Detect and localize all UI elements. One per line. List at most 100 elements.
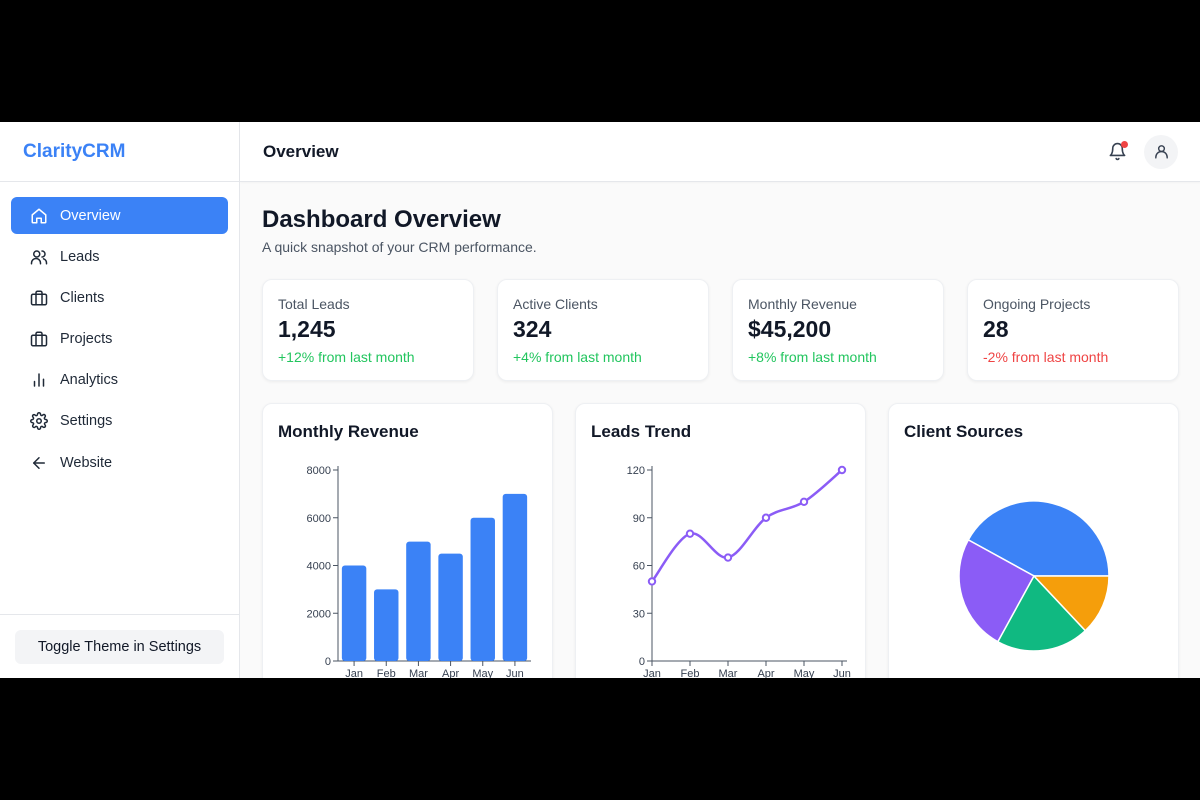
chart-title: Leads Trend bbox=[591, 422, 692, 441]
y-tick-label: 0 bbox=[325, 656, 331, 668]
y-tick-label: 120 bbox=[627, 465, 645, 477]
chart-title: Client Sources bbox=[904, 422, 1024, 441]
leads-line-chart: 0 30 60 90 120 Jan Feb Mar Apr May Jun bbox=[627, 465, 851, 678]
x-tick-label: May bbox=[472, 668, 493, 678]
revenue-bar-chart: 0 2000 4000 6000 8000 Jan Feb Mar Apr May Jun bbox=[307, 465, 531, 678]
page-subtitle: A quick snapshot of your CRM performance… bbox=[262, 239, 537, 255]
x-tick-label: Jun bbox=[506, 668, 524, 678]
stat-value: $45,200 bbox=[748, 316, 832, 342]
sidebar-item-label: Settings bbox=[60, 413, 113, 430]
stat-label: Ongoing Projects bbox=[983, 296, 1091, 312]
data-point bbox=[685, 529, 695, 538]
toggle-theme-button[interactable]: Toggle Theme in Settings bbox=[15, 629, 224, 664]
pie-slice bbox=[967, 500, 1110, 577]
stat-value: 1,245 bbox=[278, 316, 336, 342]
topbar: Overview bbox=[240, 122, 1200, 182]
topbar-actions bbox=[1106, 134, 1178, 169]
revenue-chart-card: Monthly Revenue 0 2000 4000 6000 8000 Jan Feb M… bbox=[262, 403, 553, 678]
pie-slice bbox=[1032, 575, 1110, 632]
bar bbox=[341, 565, 367, 661]
stat-card-active-clients: Active Clients 324 +4% from last month bbox=[497, 279, 709, 381]
user-icon bbox=[1154, 145, 1168, 159]
data-point bbox=[837, 465, 847, 475]
stats-row: Total Leads 1,245 +12% from last month A… bbox=[262, 279, 1179, 381]
sidebar-item-website[interactable]: Website bbox=[11, 444, 228, 481]
user-avatar-button[interactable] bbox=[1144, 134, 1178, 169]
sources-chart-card: Client Sources bbox=[888, 403, 1179, 678]
sidebar-item-label: Clients bbox=[60, 289, 105, 306]
sidebar-item-projects[interactable]: Projects bbox=[11, 321, 228, 358]
bar bbox=[470, 517, 495, 661]
stat-label: Active Clients bbox=[513, 296, 598, 312]
bell-icon bbox=[1109, 142, 1125, 161]
brand-logo[interactable]: ClarityCRM bbox=[0, 122, 239, 182]
page-title: Dashboard Overview bbox=[262, 206, 501, 233]
bar bbox=[406, 541, 431, 661]
bar bbox=[502, 493, 528, 661]
stat-change: +8% from last month bbox=[748, 349, 877, 365]
x-tick-label: Jan bbox=[643, 668, 661, 678]
data-point bbox=[647, 577, 657, 586]
leads-chart-card: Leads Trend 0 30 60 90 120 Jan Feb Mar Apr May Jun bbox=[575, 403, 866, 678]
y-tick-label: 2000 bbox=[307, 608, 331, 620]
data-point bbox=[799, 497, 809, 507]
briefcase-icon bbox=[30, 289, 48, 307]
home-icon bbox=[30, 207, 48, 225]
sidebar-footer: Toggle Theme in Settings bbox=[0, 614, 239, 678]
y-tick-label: 30 bbox=[633, 608, 645, 620]
stat-change: +4% from last month bbox=[513, 349, 642, 365]
client-sources-pie-chart bbox=[958, 500, 1110, 652]
x-tick-label: Feb bbox=[681, 668, 700, 678]
x-tick-label: Apr bbox=[757, 668, 774, 678]
data-point bbox=[723, 553, 733, 562]
bar-chart-icon bbox=[30, 371, 48, 389]
y-tick-label: 8000 bbox=[307, 465, 331, 477]
sidebar: ClarityCRM Overview Leads Clients bbox=[0, 122, 240, 678]
pie-slice bbox=[958, 538, 1036, 643]
main-area: Overview Dashboard Overview A quick snap… bbox=[240, 122, 1200, 678]
users-icon bbox=[30, 248, 48, 266]
bar bbox=[374, 589, 399, 661]
y-tick-label: 6000 bbox=[307, 513, 331, 525]
stat-label: Total Leads bbox=[278, 296, 350, 312]
sidebar-item-label: Overview bbox=[60, 207, 121, 224]
sidebar-item-leads[interactable]: Leads bbox=[11, 238, 228, 275]
sidebar-nav: Overview Leads Clients Projects bbox=[0, 182, 239, 481]
page-header-title: Overview bbox=[263, 141, 339, 161]
stat-change: -2% from last month bbox=[983, 349, 1109, 365]
x-tick-label: Mar bbox=[409, 668, 428, 678]
stat-change: +12% from last month bbox=[278, 349, 415, 365]
notifications-button[interactable] bbox=[1106, 140, 1128, 163]
x-tick-label: Feb bbox=[377, 668, 396, 678]
notification-badge bbox=[1121, 140, 1128, 148]
sidebar-item-overview[interactable]: Overview bbox=[11, 197, 228, 234]
sidebar-item-clients[interactable]: Clients bbox=[11, 279, 228, 316]
x-tick-label: Jan bbox=[345, 668, 363, 678]
x-tick-label: Jun bbox=[833, 668, 851, 678]
stat-label: Monthly Revenue bbox=[748, 296, 857, 312]
app-window: ClarityCRM Overview Leads Clients bbox=[0, 122, 1200, 678]
sidebar-item-settings[interactable]: Settings bbox=[11, 403, 228, 440]
briefcase-icon bbox=[30, 330, 48, 348]
y-tick-label: 0 bbox=[639, 656, 645, 668]
sidebar-item-label: Website bbox=[60, 454, 113, 471]
arrow-left-icon bbox=[30, 454, 48, 472]
sidebar-item-label: Analytics bbox=[60, 372, 119, 389]
bar bbox=[438, 553, 463, 661]
x-tick-label: May bbox=[794, 668, 815, 678]
stat-value: 28 bbox=[983, 316, 1009, 342]
stat-value: 324 bbox=[513, 316, 552, 342]
series-line bbox=[650, 469, 843, 583]
charts-row: Monthly Revenue 0 2000 4000 6000 8000 Jan Feb M… bbox=[262, 403, 1179, 678]
stat-card-monthly-revenue: Monthly Revenue $45,200 +8% from last mo… bbox=[732, 279, 944, 381]
x-tick-label: Mar bbox=[719, 668, 738, 678]
sidebar-item-label: Leads bbox=[60, 248, 100, 265]
x-tick-label: Apr bbox=[442, 668, 459, 678]
sidebar-item-analytics[interactable]: Analytics bbox=[11, 362, 228, 399]
sidebar-item-label: Projects bbox=[60, 331, 113, 348]
chart-title: Monthly Revenue bbox=[278, 422, 419, 441]
y-tick-label: 4000 bbox=[307, 561, 331, 573]
stat-card-total-leads: Total Leads 1,245 +12% from last month bbox=[262, 279, 474, 381]
y-tick-label: 90 bbox=[633, 513, 645, 525]
pie-slice bbox=[996, 574, 1087, 652]
